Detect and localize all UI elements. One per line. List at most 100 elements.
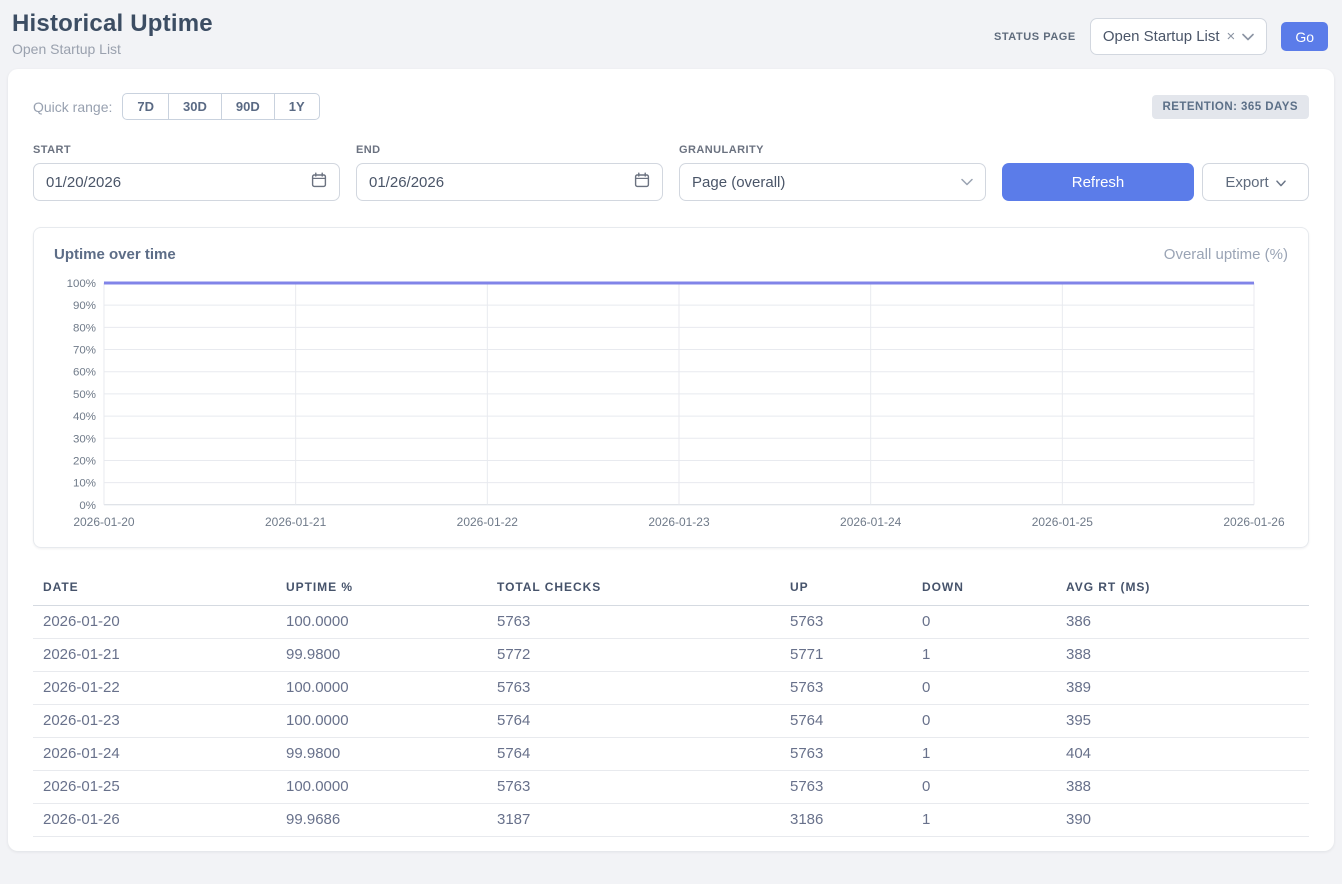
table-header-cell: DOWN bbox=[912, 572, 1056, 606]
table-cell: 2026-01-22 bbox=[33, 671, 276, 704]
table-cell: 5763 bbox=[487, 671, 780, 704]
table-row: 2026-01-22100.0000576357630389 bbox=[33, 671, 1309, 704]
table-cell: 390 bbox=[1056, 803, 1309, 836]
table-cell: 3187 bbox=[487, 803, 780, 836]
status-page-value: Open Startup List bbox=[1103, 28, 1220, 45]
table-cell: 5763 bbox=[780, 737, 912, 770]
quick-range-30d[interactable]: 30D bbox=[168, 93, 222, 120]
chevron-down-icon bbox=[1276, 174, 1286, 191]
table-cell: 2026-01-21 bbox=[33, 638, 276, 671]
table-cell: 404 bbox=[1056, 737, 1309, 770]
table-cell: 2026-01-20 bbox=[33, 605, 276, 638]
table-header-cell: AVG RT (MS) bbox=[1056, 572, 1309, 606]
topbar: Historical Uptime Open Startup List STAT… bbox=[8, 0, 1334, 69]
refresh-button[interactable]: Refresh bbox=[1002, 163, 1194, 201]
table-header-cell: TOTAL CHECKS bbox=[487, 572, 780, 606]
granularity-value: Page (overall) bbox=[692, 174, 961, 191]
clear-selection-icon[interactable]: × bbox=[1227, 29, 1236, 44]
table-cell: 2026-01-23 bbox=[33, 704, 276, 737]
svg-text:2026-01-26: 2026-01-26 bbox=[1223, 515, 1285, 529]
start-date-input-wrap bbox=[33, 163, 340, 201]
table-row: 2026-01-2499.9800576457631404 bbox=[33, 737, 1309, 770]
table-cell: 99.9800 bbox=[276, 737, 487, 770]
export-button[interactable]: Export bbox=[1202, 163, 1309, 201]
table-cell: 389 bbox=[1056, 671, 1309, 704]
table-cell: 100.0000 bbox=[276, 704, 487, 737]
retention-badge: RETENTION: 365 DAYS bbox=[1152, 95, 1310, 119]
chevron-down-icon bbox=[961, 173, 973, 191]
table-cell: 99.9800 bbox=[276, 638, 487, 671]
table-cell: 388 bbox=[1056, 770, 1309, 803]
calendar-icon[interactable] bbox=[634, 172, 650, 193]
table-row: 2026-01-2699.9686318731861390 bbox=[33, 803, 1309, 836]
status-page-label: STATUS PAGE bbox=[994, 31, 1076, 43]
chart-title: Uptime over time bbox=[54, 246, 176, 263]
svg-text:30%: 30% bbox=[73, 433, 96, 445]
granularity-select[interactable]: Page (overall) bbox=[679, 163, 986, 201]
svg-text:80%: 80% bbox=[73, 322, 96, 334]
page: Historical Uptime Open Startup List STAT… bbox=[0, 0, 1342, 851]
table-cell: 5764 bbox=[487, 704, 780, 737]
table-cell: 1 bbox=[912, 803, 1056, 836]
calendar-icon[interactable] bbox=[311, 172, 327, 193]
end-date-input-wrap bbox=[356, 163, 663, 201]
table-cell: 5772 bbox=[487, 638, 780, 671]
main-card: Quick range: 7D30D90D1Y RETENTION: 365 D… bbox=[8, 69, 1334, 851]
table-cell: 5764 bbox=[780, 704, 912, 737]
granularity-label: GRANULARITY bbox=[679, 144, 986, 156]
table-header-cell: DATE bbox=[33, 572, 276, 606]
svg-text:40%: 40% bbox=[73, 411, 96, 423]
start-label: START bbox=[33, 144, 340, 156]
table-cell: 100.0000 bbox=[276, 671, 487, 704]
table-cell: 2026-01-25 bbox=[33, 770, 276, 803]
go-button[interactable]: Go bbox=[1281, 22, 1328, 51]
table-body: 2026-01-20100.00005763576303862026-01-21… bbox=[33, 605, 1309, 836]
svg-text:70%: 70% bbox=[73, 345, 96, 357]
title-block: Historical Uptime Open Startup List bbox=[12, 10, 213, 57]
table-cell: 100.0000 bbox=[276, 770, 487, 803]
svg-text:2026-01-25: 2026-01-25 bbox=[1032, 515, 1094, 529]
start-date-field: START bbox=[33, 144, 340, 201]
svg-text:2026-01-23: 2026-01-23 bbox=[648, 515, 710, 529]
table-cell: 100.0000 bbox=[276, 605, 487, 638]
svg-text:0%: 0% bbox=[79, 500, 96, 512]
table-cell: 3186 bbox=[780, 803, 912, 836]
quick-range-7d[interactable]: 7D bbox=[122, 93, 169, 120]
svg-text:20%: 20% bbox=[73, 455, 96, 467]
uptime-chart-card: Uptime over time Overall uptime (%) 0%10… bbox=[33, 227, 1309, 548]
svg-text:2026-01-24: 2026-01-24 bbox=[840, 515, 902, 529]
table-header-row: DATEUPTIME %TOTAL CHECKSUPDOWNAVG RT (MS… bbox=[33, 572, 1309, 606]
table-cell: 388 bbox=[1056, 638, 1309, 671]
table-cell: 5763 bbox=[487, 770, 780, 803]
table-cell: 0 bbox=[912, 770, 1056, 803]
svg-text:2026-01-21: 2026-01-21 bbox=[265, 515, 327, 529]
svg-text:90%: 90% bbox=[73, 300, 96, 312]
table-cell: 5763 bbox=[780, 605, 912, 638]
svg-text:50%: 50% bbox=[73, 389, 96, 401]
svg-text:2026-01-20: 2026-01-20 bbox=[73, 515, 135, 529]
chart-legend: Overall uptime (%) bbox=[1164, 246, 1288, 263]
table-row: 2026-01-25100.0000576357630388 bbox=[33, 770, 1309, 803]
table-cell: 5764 bbox=[487, 737, 780, 770]
quick-range-label: Quick range: bbox=[33, 99, 112, 115]
table-cell: 1 bbox=[912, 737, 1056, 770]
table-row: 2026-01-20100.0000576357630386 bbox=[33, 605, 1309, 638]
end-label: END bbox=[356, 144, 663, 156]
uptime-chart-svg: 0%10%20%30%40%50%60%70%80%90%100%2026-01… bbox=[54, 273, 1288, 535]
quick-range-90d[interactable]: 90D bbox=[221, 93, 275, 120]
table-cell: 1 bbox=[912, 638, 1056, 671]
chart-header: Uptime over time Overall uptime (%) bbox=[54, 246, 1288, 263]
uptime-table: DATEUPTIME %TOTAL CHECKSUPDOWNAVG RT (MS… bbox=[33, 572, 1309, 837]
table-header-cell: UP bbox=[780, 572, 912, 606]
end-date-input[interactable] bbox=[369, 174, 634, 191]
status-page-select[interactable]: Open Startup List × bbox=[1090, 18, 1268, 55]
quick-range-1y[interactable]: 1Y bbox=[274, 93, 320, 120]
table-cell: 2026-01-26 bbox=[33, 803, 276, 836]
table-cell: 5771 bbox=[780, 638, 912, 671]
start-date-input[interactable] bbox=[46, 174, 311, 191]
table-header-cell: UPTIME % bbox=[276, 572, 487, 606]
granularity-field: GRANULARITY Page (overall) bbox=[679, 144, 986, 201]
status-page-group: STATUS PAGE Open Startup List × Go bbox=[994, 18, 1328, 55]
table-cell: 5763 bbox=[487, 605, 780, 638]
chevron-down-icon bbox=[1242, 28, 1254, 46]
